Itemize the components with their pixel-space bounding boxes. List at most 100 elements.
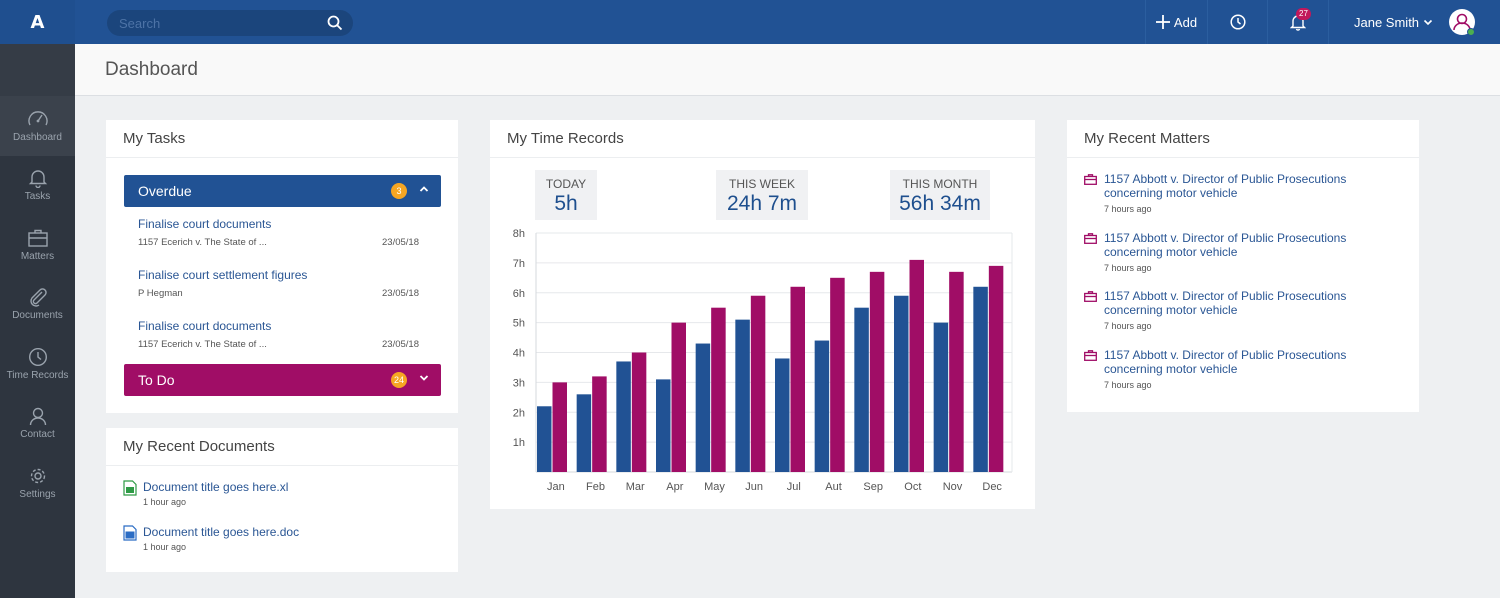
- bar-jan-series-2: [552, 382, 567, 472]
- notifications-button[interactable]: [1267, 0, 1328, 44]
- task-matter: 1157 Ecerich v. The State of ...: [138, 237, 267, 248]
- search-input[interactable]: [119, 14, 319, 32]
- stat-label: THIS MONTH: [902, 177, 978, 191]
- app-logo[interactable]: A: [0, 0, 75, 44]
- chevron-up-icon: [419, 186, 429, 192]
- bar-mar-series-1: [616, 361, 631, 472]
- sidebar-item-contact[interactable]: Contact: [0, 394, 75, 454]
- sidebar-item-label: Tasks: [24, 191, 51, 203]
- count-badge: 24: [391, 372, 407, 388]
- my-tasks-card: My Tasks Overdue 3 Finalise court docume…: [106, 120, 458, 413]
- recent-matters-card: My Recent Matters 1157 Abbott v. Directo…: [1067, 120, 1419, 412]
- bar-mar-series-2: [631, 352, 647, 472]
- document-title[interactable]: Document title goes here.doc: [143, 525, 300, 539]
- card-title: My Time Records: [490, 120, 1035, 158]
- card-title: My Recent Documents: [106, 428, 458, 466]
- clock-icon: [1229, 14, 1246, 30]
- x-tick-label: Jun: [745, 481, 763, 493]
- bar-aut-series-2: [830, 277, 845, 472]
- search-box[interactable]: [107, 10, 353, 36]
- x-tick-label: Nov: [943, 481, 963, 493]
- top-bar: A Add 27 Jane Smith: [0, 0, 1500, 44]
- notification-count-badge: 27: [1296, 8, 1311, 20]
- x-tick-label: Feb: [586, 481, 605, 493]
- bar-dec-series-1: [973, 286, 988, 472]
- sidebar-item-label: Settings: [19, 488, 56, 500]
- task-item[interactable]: Finalise court settlement figures P Hegm…: [138, 268, 428, 299]
- clock-icon: [28, 347, 47, 366]
- task-title[interactable]: Finalise court documents: [138, 319, 272, 333]
- chevron-down-icon: [1423, 19, 1433, 25]
- stat-this-month: THIS MONTH 56h 34m: [890, 170, 990, 220]
- plus-icon: [1155, 15, 1170, 29]
- x-tick-label: Oct: [904, 481, 921, 493]
- paperclip-icon: [29, 288, 47, 307]
- bar-feb-series-2: [592, 376, 607, 472]
- x-tick-label: Sep: [863, 481, 883, 493]
- todo-group-header[interactable]: To Do 24: [124, 364, 441, 396]
- group-label: Overdue: [138, 183, 192, 199]
- briefcase-icon: [1084, 350, 1097, 361]
- sidebar-item-time-records[interactable]: Time Records: [0, 334, 75, 394]
- recent-documents-card: My Recent Documents Document title goes …: [106, 428, 458, 572]
- matter-title-line2: concerning motor vehicle: [1104, 361, 1238, 376]
- search-icon[interactable]: [327, 15, 343, 31]
- x-tick-label: Jul: [787, 481, 801, 493]
- time-records-card: My Time Records TODAY 5h THIS WEEK 24h 7…: [490, 120, 1035, 509]
- task-title[interactable]: Finalise court documents: [138, 217, 272, 231]
- card-title: My Recent Matters: [1067, 120, 1419, 158]
- gauge-icon: [27, 111, 48, 126]
- matter-title-line2: concerning motor vehicle: [1104, 302, 1238, 317]
- matter-title[interactable]: 1157 Abbott v. Director of Public Prosec…: [1104, 231, 1346, 259]
- bar-may-series-2: [711, 307, 726, 472]
- bar-jul-series-2: [790, 286, 805, 472]
- sidebar-item-tasks[interactable]: Tasks: [0, 156, 75, 216]
- stat-value: 5h: [554, 192, 578, 215]
- add-button[interactable]: Add: [1145, 0, 1207, 44]
- matter-title-line1: 1157 Abbott v. Director of Public Prosec…: [1104, 289, 1347, 303]
- x-tick-label: May: [704, 481, 725, 493]
- y-tick-label: 8h: [513, 228, 525, 240]
- matter-title-line1: 1157 Abbott v. Director of Public Prosec…: [1104, 348, 1347, 362]
- card-title: My Tasks: [106, 120, 458, 158]
- bar-oct-series-1: [894, 295, 909, 472]
- y-tick-label: 5h: [513, 318, 525, 330]
- sidebar-item-documents[interactable]: Documents: [0, 275, 75, 335]
- stat-today: TODAY 5h: [535, 170, 597, 220]
- x-tick-label: Aut: [825, 481, 842, 493]
- bar-nov-series-2: [949, 271, 964, 472]
- document-title[interactable]: Document title goes here.xl: [143, 480, 289, 494]
- sidebar-item-label: Time Records: [6, 369, 69, 381]
- time-records-chart: 1h 2h 3h 4h 5h 6h 7h 8h Jan Feb Mar Apr May Jun Jul Aut…: [513, 228, 1013, 493]
- word-file-icon: [123, 525, 137, 541]
- matter-title-line1: 1157 Abbott v. Director of Public Prosec…: [1104, 172, 1347, 186]
- bar-feb-series-1: [576, 394, 592, 472]
- matter-time: 7 hours ago: [1104, 263, 1152, 273]
- user-menu[interactable]: Jane Smith: [1328, 0, 1500, 44]
- overdue-group-header[interactable]: Overdue 3: [124, 175, 441, 207]
- y-tick-label: 7h: [513, 258, 525, 270]
- x-tick-label: Mar: [626, 481, 645, 493]
- y-tick-label: 2h: [513, 407, 525, 419]
- user-name: Jane Smith: [1354, 14, 1420, 30]
- timer-button[interactable]: [1207, 0, 1267, 44]
- task-title[interactable]: Finalise court settlement figures: [138, 268, 308, 282]
- sidebar-item-settings[interactable]: Settings: [0, 453, 75, 513]
- briefcase-icon: [27, 229, 48, 247]
- bar-apr-series-1: [656, 379, 671, 472]
- sidebar-item-dashboard[interactable]: Dashboard: [0, 96, 75, 156]
- matter-title[interactable]: 1157 Abbott v. Director of Public Prosec…: [1104, 289, 1347, 317]
- matter-title[interactable]: 1157 Abbott v. Director of Public Prosec…: [1104, 348, 1347, 376]
- page-title: Dashboard: [105, 59, 198, 80]
- task-item[interactable]: Finalise court documents 1157 Ecerich v.…: [138, 319, 428, 350]
- add-label: Add: [1173, 14, 1198, 30]
- task-item[interactable]: Finalise court documents 1157 Ecerich v.…: [138, 217, 428, 248]
- stat-this-week: THIS WEEK 24h 7m: [716, 170, 808, 220]
- task-date: 23/05/18: [382, 288, 419, 299]
- sidebar-item-label: Documents: [12, 310, 63, 322]
- x-tick-label: Dec: [982, 481, 1002, 493]
- user-avatar-icon: [1453, 13, 1471, 31]
- matter-title[interactable]: 1157 Abbott v. Director of Public Prosec…: [1104, 172, 1347, 200]
- y-tick-label: 4h: [513, 348, 525, 360]
- sidebar-item-matters[interactable]: Matters: [0, 215, 75, 275]
